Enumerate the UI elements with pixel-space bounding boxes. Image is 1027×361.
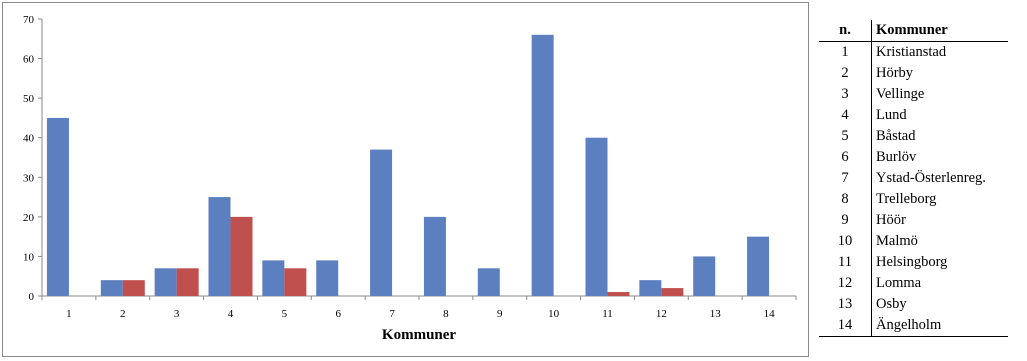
- y-tick-label: 70: [23, 14, 35, 26]
- table-cell-kommun: Trelleborg: [876, 191, 937, 207]
- table-row: 10 Malmö: [819, 231, 1008, 252]
- table-cell-number: 4: [819, 105, 872, 126]
- bar-series-1: [747, 236, 770, 296]
- x-tick-label: 14: [764, 308, 776, 320]
- y-tick-label: 20: [23, 212, 35, 224]
- table-cell-kommun: Malmö: [876, 233, 918, 249]
- table-cell-number: 12: [819, 273, 872, 294]
- table-cell-number: 9: [819, 210, 872, 231]
- table-cell-kommun: Burlöv: [876, 149, 917, 165]
- x-tick-label: 13: [710, 308, 722, 320]
- bar-series-1: [477, 268, 500, 296]
- bar-series-1: [154, 268, 177, 296]
- chart-panel: 0 10 20 30 40 50 60 70 1 2 3 4 5 6 7 8 9 10 11 12 13 14 Kommun…: [2, 2, 809, 357]
- x-tick-label: 9: [497, 308, 503, 320]
- table-header-number: n.: [819, 20, 872, 42]
- table-cell-number: 14: [819, 315, 872, 337]
- x-tick-label: 4: [228, 308, 234, 320]
- bar-series-1: [370, 149, 393, 296]
- bar-series-2: [122, 280, 145, 296]
- table-row: 3 Vellinge: [819, 84, 1008, 105]
- y-tick-label: 10: [23, 251, 35, 263]
- bar-series-1: [262, 260, 285, 296]
- x-tick-label: 11: [602, 308, 613, 320]
- table-cell-kommun: Hörby: [876, 65, 914, 81]
- x-tick-label: 10: [548, 308, 560, 320]
- table-row: 11 Helsingborg: [819, 252, 1008, 273]
- table-cell-number: 1: [819, 41, 872, 63]
- table-cell-kommun: Höör: [876, 212, 906, 228]
- table-cell-kommun: Vellinge: [876, 86, 925, 102]
- table-cell-number: 13: [819, 294, 872, 315]
- y-tick-label: 50: [23, 93, 35, 105]
- x-tick-label: 2: [120, 308, 126, 320]
- bar-series-2: [176, 268, 199, 296]
- y-tick-label: 0: [29, 291, 35, 303]
- bar-series-2: [607, 292, 630, 296]
- table-row: 9 Höör: [819, 210, 1008, 231]
- y-tick-label: 30: [23, 172, 35, 184]
- table-cell-number: 3: [819, 84, 872, 105]
- table-row: 7 Ystad-Österlenreg.: [819, 168, 1008, 189]
- kommuner-table: n. Kommuner 1 Kristianstad 2 Hörby 3 Vellinge…: [819, 20, 1008, 337]
- table-body: 1 Kristianstad 2 Hörby 3 Vellinge 4 Lund 5 Båstad…: [819, 41, 1008, 337]
- table-cell-kommun: Osby: [876, 296, 907, 312]
- x-tick-label: 8: [443, 308, 449, 320]
- table-row: 8 Trelleborg: [819, 189, 1008, 210]
- table-row: 5 Båstad: [819, 126, 1008, 147]
- table-row: 4 Lund: [819, 105, 1008, 126]
- bar-series-1: [531, 34, 554, 296]
- x-tick-label: 6: [335, 308, 341, 320]
- x-axis-title: Kommuner: [382, 327, 457, 343]
- table-header-kommuner: Kommuner: [871, 20, 1008, 42]
- table-cell-number: 7: [819, 168, 872, 189]
- table-cell-number: 6: [819, 147, 872, 168]
- table-cell-number: 8: [819, 189, 872, 210]
- table-cell-kommun: Lomma: [876, 275, 922, 291]
- table-cell-kommun: Båstad: [876, 128, 916, 144]
- table-cell-kommun: Ängelholm: [871, 315, 1008, 337]
- table-cell-kommun: Lund: [876, 107, 907, 123]
- x-tick-label: 12: [656, 308, 667, 320]
- bar-series-1: [423, 216, 446, 296]
- table-cell-kommun: Helsingborg: [876, 254, 948, 270]
- table-header-row: n. Kommuner: [819, 20, 1008, 42]
- x-tick-label: 7: [389, 308, 395, 320]
- bar-series-2: [230, 216, 253, 296]
- table-cell-kommun: Kristianstad: [876, 44, 947, 60]
- x-tick-label: 5: [282, 308, 288, 320]
- table-cell-kommun: Ystad-Österlenreg.: [876, 170, 986, 186]
- bar-series-2: [661, 288, 684, 296]
- bar-series-1: [208, 197, 231, 296]
- table-row: 2 Hörby: [819, 63, 1008, 84]
- y-tick-label: 40: [23, 133, 35, 145]
- table-row: 14 Ängelholm: [819, 315, 1008, 337]
- bar-series-1: [585, 137, 608, 296]
- table-cell-number: 2: [819, 63, 872, 84]
- bar-series-2: [284, 268, 307, 296]
- table-row: 6 Burlöv: [819, 147, 1008, 168]
- x-tick-label: 3: [174, 308, 180, 320]
- bar-series-1: [100, 280, 123, 296]
- table-row: 1 Kristianstad: [819, 41, 1008, 63]
- bar-series-1: [46, 117, 69, 296]
- table-row: 13 Osby: [819, 294, 1008, 315]
- y-tick-label: 60: [23, 54, 35, 66]
- table-cell-number: 5: [819, 126, 872, 147]
- bar-series-1: [693, 256, 716, 296]
- x-tick-label: 1: [66, 308, 72, 320]
- table-cell-number: 11: [819, 252, 872, 273]
- table-row: 12 Lomma: [819, 273, 1008, 294]
- table-cell-number: 10: [819, 231, 872, 252]
- bar-series-1: [639, 280, 662, 296]
- bar-series-1: [316, 260, 339, 296]
